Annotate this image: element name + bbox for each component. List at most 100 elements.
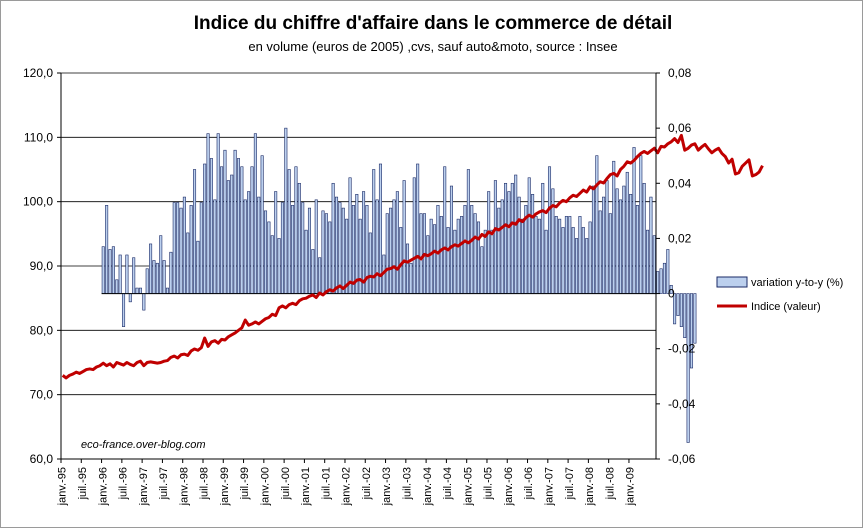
right-tick-label: -0,06: [668, 452, 696, 466]
bar: [176, 202, 180, 294]
bar: [277, 238, 281, 294]
bar: [656, 271, 660, 294]
bar: [243, 199, 247, 294]
bar: [649, 196, 653, 294]
bar: [585, 238, 589, 294]
bar: [138, 287, 142, 294]
bar: [335, 196, 339, 294]
bar: [497, 207, 501, 294]
bar-series: [101, 127, 697, 443]
x-tick-label: juil.-01: [320, 467, 332, 500]
bar: [105, 205, 109, 294]
bar: [253, 133, 257, 294]
bar: [409, 262, 413, 294]
bar: [284, 127, 288, 294]
right-tick-label: 0,06: [668, 121, 692, 135]
x-tick-label: janv.-03: [381, 467, 393, 506]
bar: [480, 246, 484, 294]
bar: [152, 260, 156, 294]
bar: [433, 224, 437, 294]
left-axis-ticks: 60,0 70,0 80,0 90,0 100,0 110,0 120,0: [23, 66, 61, 466]
bar: [233, 149, 237, 294]
chart-subtitle: en volume (euros de 2005) ,cvs, sauf aut…: [248, 39, 617, 54]
bar: [264, 210, 268, 294]
x-tick-label: juil.-06: [523, 467, 535, 500]
x-tick-label: juil.-00: [280, 467, 292, 500]
bar: [362, 191, 366, 294]
x-tick-label: juil.-08: [604, 467, 616, 500]
bar: [250, 166, 254, 294]
bar: [307, 207, 311, 294]
bar: [203, 163, 207, 294]
bar: [588, 221, 592, 294]
bar: [331, 182, 335, 294]
bar: [101, 246, 105, 294]
bar: [128, 293, 132, 303]
x-tick-label: janv.-00: [260, 467, 272, 506]
bar: [368, 232, 372, 294]
x-tick-label: juil.-97: [158, 467, 170, 500]
bar: [591, 185, 595, 294]
bar: [564, 216, 568, 294]
x-tick-label: janv.-95: [57, 467, 69, 506]
bar: [301, 202, 305, 294]
bar: [676, 293, 680, 316]
left-tick-label: 120,0: [23, 66, 53, 80]
bar: [534, 216, 538, 294]
bar: [304, 229, 308, 294]
bar: [561, 227, 565, 294]
bar: [689, 293, 694, 369]
x-tick-label: janv.-04: [422, 467, 434, 506]
bar: [662, 262, 666, 294]
bar: [520, 218, 524, 294]
bar: [568, 216, 572, 294]
bar: [149, 243, 153, 294]
bar: [483, 229, 487, 294]
bar: [132, 257, 136, 294]
bar: [517, 196, 521, 294]
bar: [436, 205, 440, 294]
x-tick-label: juil.-99: [239, 467, 251, 500]
bar: [186, 232, 190, 294]
bar: [504, 182, 508, 294]
bar: [108, 249, 112, 294]
x-tick-label: juil.-07: [564, 467, 576, 500]
bar: [510, 182, 514, 294]
bar: [544, 229, 548, 294]
bar: [318, 257, 322, 294]
bar: [314, 199, 318, 294]
bar: [115, 279, 119, 294]
bar: [443, 166, 447, 294]
bar: [463, 205, 467, 294]
bar: [321, 210, 325, 294]
bar: [575, 238, 579, 294]
bar: [111, 246, 115, 294]
bar: [291, 205, 295, 294]
bar: [162, 260, 166, 294]
bar: [247, 191, 251, 294]
x-tick-label: janv.-07: [544, 467, 556, 506]
bar: [145, 268, 149, 294]
bar: [287, 169, 291, 294]
bar: [297, 182, 301, 294]
bar: [622, 185, 626, 294]
bar: [625, 171, 629, 294]
bar: [541, 182, 545, 294]
bar: [612, 160, 616, 294]
bar: [571, 227, 575, 294]
bar: [328, 221, 332, 294]
bar: [500, 199, 504, 294]
legend-label-bars: variation y-to-y (%): [751, 277, 843, 289]
bar: [122, 293, 126, 327]
bar: [193, 169, 197, 294]
bar: [547, 166, 552, 294]
bar: [487, 191, 491, 294]
bar: [618, 199, 623, 294]
x-axis-ticks: janv.-95 juil.-95 janv.-96 juil.-96 janv.-97…: [57, 459, 637, 506]
bar: [412, 177, 416, 294]
bar: [213, 199, 217, 294]
bar: [399, 227, 403, 294]
bar: [493, 180, 497, 294]
bar: [294, 166, 298, 294]
